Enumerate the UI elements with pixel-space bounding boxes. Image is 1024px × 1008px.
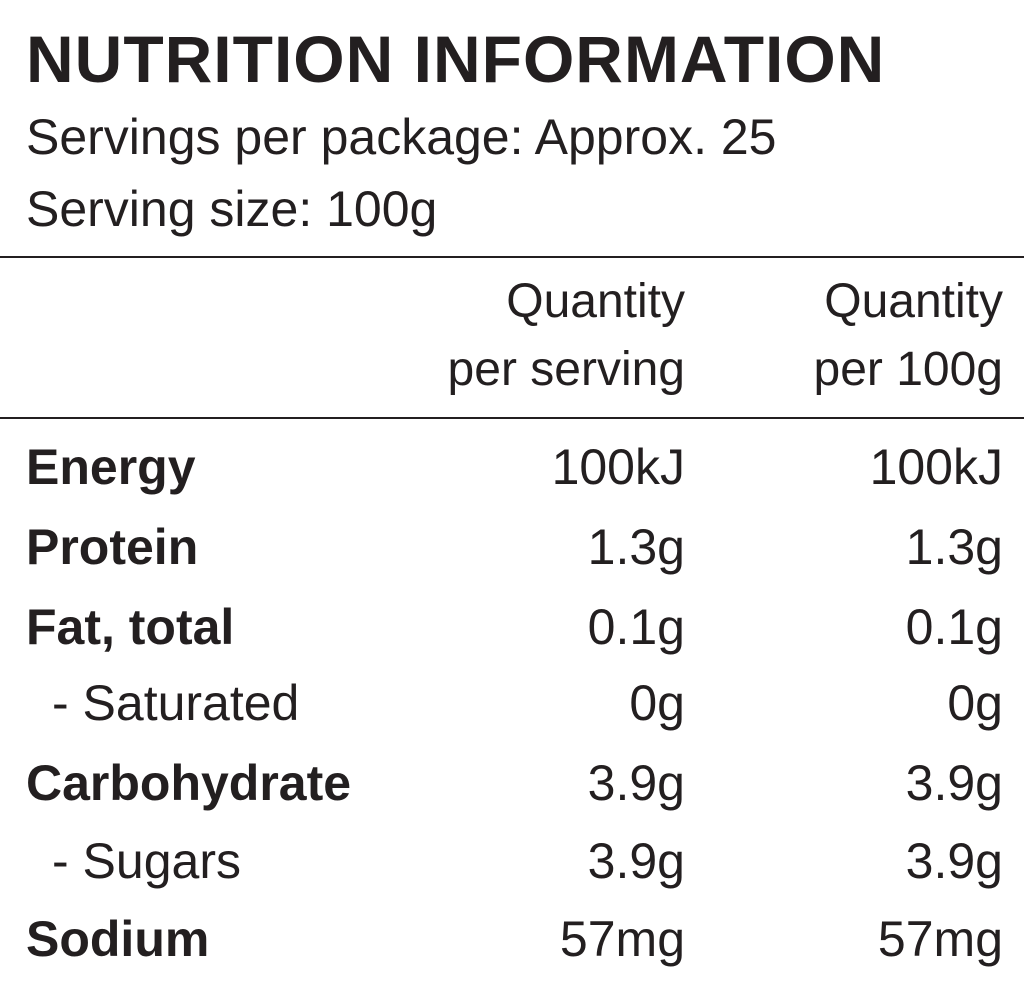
- value-per-100g: 100kJ: [869, 439, 1003, 495]
- rule: [0, 417, 1024, 419]
- value-per-100g: 1.3g: [905, 519, 1003, 575]
- value-per-serving: 0g: [629, 675, 685, 731]
- column-header: Quantity: [824, 275, 1003, 328]
- value-per-serving: 100kJ: [551, 439, 685, 495]
- row-label: Fat, total: [26, 599, 235, 655]
- value-per-100g: 3.9g: [905, 833, 1003, 889]
- row-label: Energy: [26, 439, 196, 495]
- value-per-serving: 1.3g: [587, 519, 685, 575]
- servings: Servings per package: Approx. 25: [26, 109, 777, 165]
- value-per-serving: 3.9g: [587, 755, 685, 811]
- column-header: Quantity: [506, 275, 685, 328]
- column-header: per 100g: [813, 343, 1004, 396]
- row-label: Sodium: [26, 911, 210, 967]
- value-per-serving: 0.1g: [587, 599, 685, 655]
- value-per-100g: 3.9g: [905, 755, 1003, 811]
- column-header: per serving: [447, 343, 685, 396]
- value-per-100g: 0.1g: [905, 599, 1003, 655]
- serving-size: Serving size: 100g: [26, 181, 438, 237]
- row-label: Carbohydrate: [26, 755, 352, 811]
- value-per-serving: 3.9g: [587, 833, 685, 889]
- title: NUTRITION INFORMATION: [26, 22, 886, 96]
- rule: [0, 256, 1024, 258]
- value-per-100g: 57mg: [877, 911, 1003, 967]
- value-per-100g: 0g: [947, 675, 1003, 731]
- row-label: - Saturated: [52, 675, 300, 731]
- row-label: - Sugars: [52, 833, 241, 889]
- row-label: Protein: [26, 519, 199, 575]
- value-per-serving: 57mg: [559, 911, 685, 967]
